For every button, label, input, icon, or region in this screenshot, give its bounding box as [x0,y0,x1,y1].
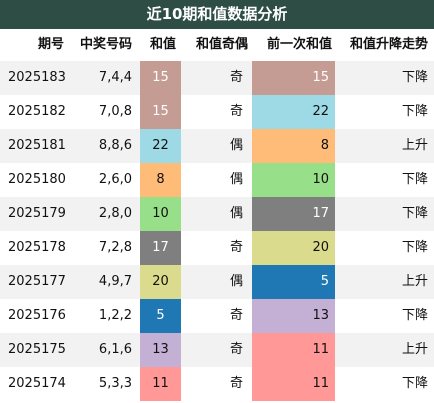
cell-numbers: 2,8,0 [98,206,132,221]
cell-parity: 偶 [229,138,243,153]
cell-prev-sum: 20 [252,231,335,265]
cell-sum: 20 [140,265,181,299]
cell-parity: 奇 [229,376,243,391]
cell-prev-sum: 17 [252,197,335,231]
cell-trend: 下降 [401,104,428,119]
header-sum: 和值 [149,37,176,52]
table-row: 2025183 7,4,4 15 奇 15 下降 [0,61,434,95]
cell-issue: 2025176 [8,308,66,323]
cell-numbers: 7,4,4 [98,70,132,85]
table-title: 近10期和值数据分析 [0,0,434,29]
cell-trend: 上升 [401,274,428,289]
cell-sum: 17 [140,231,181,265]
cell-prev-sum: 8 [252,129,335,163]
cell-issue: 2025183 [8,70,66,85]
cell-prev-sum: 13 [252,299,335,333]
table-row: 2025179 2,8,0 10 偶 17 下降 [0,197,434,231]
header-numbers: 中奖号码 [79,37,132,52]
cell-numbers: 2,6,0 [98,172,132,187]
cell-parity: 偶 [229,172,243,187]
cell-parity: 偶 [229,206,243,221]
cell-issue: 2025174 [8,376,66,391]
table-row: 2025175 6,1,6 13 奇 11 上升 [0,333,434,367]
cell-trend: 下降 [401,240,428,255]
header-prev-sum: 前一次和值 [266,37,332,52]
table-row: 2025181 8,8,6 22 偶 8 上升 [0,129,434,163]
table-header: 期号 中奖号码 和值 和值奇偶 前一次和值 和值升降走势 [0,29,434,61]
cell-issue: 2025175 [8,342,66,357]
table-row: 2025174 5,3,3 11 奇 11 下降 [0,367,434,401]
table-row: 2025176 1,2,2 5 奇 13 下降 [0,299,434,333]
header-trend: 和值升降走势 [349,37,428,52]
cell-prev-sum: 11 [252,367,335,401]
cell-issue: 2025181 [8,138,66,153]
cell-parity: 奇 [229,240,243,255]
cell-issue: 2025180 [8,172,66,187]
cell-numbers: 1,2,2 [98,308,132,323]
cell-parity: 奇 [229,342,243,357]
cell-numbers: 4,9,7 [98,274,132,289]
cell-trend: 下降 [401,308,428,323]
cell-numbers: 6,1,6 [98,342,132,357]
cell-parity: 奇 [229,104,243,119]
cell-sum: 15 [140,61,181,95]
header-parity: 和值奇偶 [195,37,248,52]
cell-numbers: 5,3,3 [98,376,132,391]
cell-trend: 下降 [401,206,428,221]
table-row: 2025178 7,2,8 17 奇 20 下降 [0,231,434,265]
cell-issue: 2025182 [8,104,66,119]
cell-prev-sum: 11 [252,333,335,367]
cell-sum: 13 [140,333,181,367]
cell-sum: 5 [140,299,181,333]
cell-prev-sum: 5 [252,265,335,299]
table-row: 2025177 4,9,7 20 偶 5 上升 [0,265,434,299]
cell-sum: 15 [140,95,181,129]
cell-parity: 奇 [229,70,243,85]
table-row: 2025182 7,0,8 15 奇 22 下降 [0,95,434,129]
cell-trend: 下降 [401,172,428,187]
cell-issue: 2025178 [8,240,66,255]
cell-numbers: 8,8,6 [98,138,132,153]
cell-trend: 上升 [401,342,428,357]
cell-issue: 2025179 [8,206,66,221]
cell-parity: 偶 [229,274,243,289]
cell-numbers: 7,0,8 [98,104,132,119]
cell-trend: 上升 [401,138,428,153]
cell-prev-sum: 22 [252,95,335,129]
cell-sum: 8 [140,163,181,197]
cell-sum: 22 [140,129,181,163]
cell-issue: 2025177 [8,274,66,289]
cell-sum: 11 [140,367,181,401]
cell-trend: 下降 [401,70,428,85]
header-issue: 期号 [37,37,64,52]
cell-prev-sum: 10 [252,163,335,197]
cell-prev-sum: 15 [252,61,335,95]
cell-parity: 奇 [229,308,243,323]
cell-trend: 下降 [401,376,428,391]
cell-numbers: 7,2,8 [98,240,132,255]
cell-sum: 10 [140,197,181,231]
table-row: 2025180 2,6,0 8 偶 10 下降 [0,163,434,197]
